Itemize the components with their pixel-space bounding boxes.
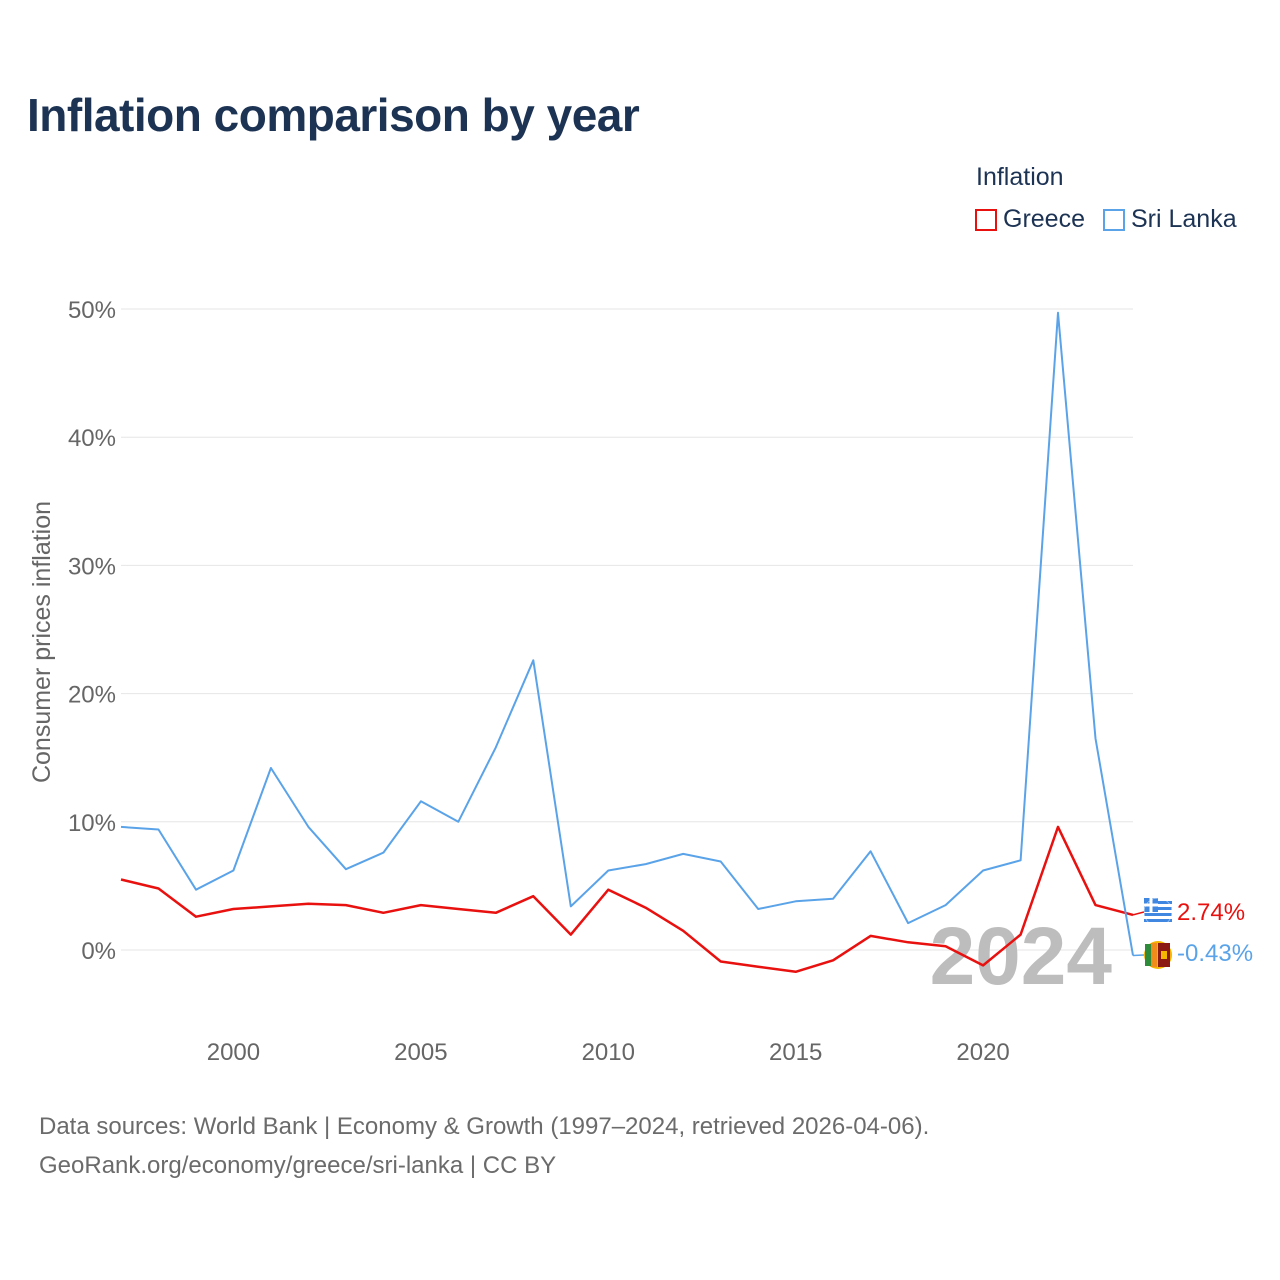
x-axis-ticks: 2000 2005 2010 2015 2020	[207, 1039, 1010, 1066]
y-tick-label: 50%	[68, 297, 116, 324]
end-leader-greece	[1132, 911, 1145, 916]
y-tick-label: 0%	[81, 938, 116, 965]
data-point-greece[interactable]	[940, 940, 952, 952]
data-point-greece[interactable]	[152, 882, 164, 894]
data-point-sri-lanka[interactable]	[415, 795, 427, 807]
legend: Greece Sri Lanka	[975, 205, 1237, 234]
series-line-greece[interactable]	[120, 825, 1134, 974]
data-point-sri-lanka[interactable]	[190, 884, 202, 896]
legend-swatch-sri-lanka	[1102, 208, 1125, 231]
data-point-greece[interactable]	[977, 959, 989, 971]
data-point-greece[interactable]	[452, 903, 464, 915]
data-point-sri-lanka[interactable]	[302, 821, 314, 833]
data-point-greece[interactable]	[827, 954, 839, 966]
end-leader-sri-lanka	[1132, 954, 1145, 957]
data-point-sri-lanka[interactable]	[977, 865, 989, 877]
data-point-sri-lanka[interactable]	[452, 816, 464, 828]
line-chart: 0% 10% 20% 30% 40% 50% 2000 2005 2010 2015 2020 C…	[28, 297, 1253, 1066]
data-point-greece[interactable]	[377, 907, 389, 919]
data-point-greece[interactable]	[227, 903, 239, 915]
data-point-greece[interactable]	[865, 930, 877, 942]
data-point-greece[interactable]	[415, 899, 427, 911]
series-end-markers: 2.74% -0.43%	[1132, 897, 1253, 969]
data-point-greece[interactable]	[640, 902, 652, 914]
end-value-label-greece: 2.74%	[1177, 899, 1245, 926]
data-point-sri-lanka[interactable]	[865, 845, 877, 857]
chart-title: Inflation comparison by year	[27, 89, 640, 141]
legend-swatch-greece	[975, 208, 997, 231]
data-point-sri-lanka[interactable]	[152, 823, 164, 835]
y-tick-label: 10%	[68, 810, 116, 837]
legend-item-sri-lanka[interactable]: Sri Lanka	[1102, 205, 1237, 234]
data-point-greece[interactable]	[565, 929, 577, 941]
data-point-sri-lanka[interactable]	[1015, 854, 1027, 866]
data-point-sri-lanka[interactable]	[677, 848, 689, 860]
data-point-sri-lanka[interactable]	[752, 903, 764, 915]
data-point-greece[interactable]	[527, 890, 539, 902]
series-lines	[115, 307, 1134, 978]
data-point-greece[interactable]	[752, 961, 764, 973]
data-point-greece[interactable]	[1015, 929, 1027, 941]
data-point-greece[interactable]	[1052, 821, 1064, 833]
series-line-sri-lanka[interactable]	[120, 311, 1134, 956]
x-tick-label: 2010	[582, 1039, 635, 1066]
gridlines	[121, 308, 1133, 951]
data-point-sri-lanka[interactable]	[940, 899, 952, 911]
sri-lanka-flag-icon	[1144, 941, 1172, 969]
data-point-sri-lanka[interactable]	[115, 821, 127, 833]
data-point-greece[interactable]	[340, 899, 352, 911]
data-point-greece[interactable]	[1090, 899, 1102, 911]
greece-flag-icon	[1143, 897, 1173, 927]
legend-item-greece[interactable]: Greece	[975, 205, 1085, 234]
x-tick-label: 2005	[394, 1039, 447, 1066]
legend-label-sri-lanka: Sri Lanka	[1130, 205, 1237, 233]
data-point-sri-lanka[interactable]	[265, 762, 277, 774]
data-point-sri-lanka[interactable]	[527, 654, 539, 666]
y-tick-label: 40%	[68, 425, 116, 452]
data-point-greece[interactable]	[677, 925, 689, 937]
data-point-sri-lanka[interactable]	[1090, 732, 1102, 744]
data-point-sri-lanka[interactable]	[902, 917, 914, 929]
data-point-greece[interactable]	[265, 900, 277, 912]
data-point-sri-lanka[interactable]	[1052, 307, 1064, 319]
end-value-label-sri-lanka: -0.43%	[1177, 940, 1253, 967]
data-point-sri-lanka[interactable]	[790, 895, 802, 907]
data-point-sri-lanka[interactable]	[377, 847, 389, 859]
x-tick-label: 2015	[769, 1039, 822, 1066]
data-point-sri-lanka[interactable]	[565, 900, 577, 912]
data-point-sri-lanka[interactable]	[227, 865, 239, 877]
footer-sources: Data sources: World Bank | Economy & Gro…	[39, 1113, 930, 1140]
y-axis-ticks: 0% 10% 20% 30% 40% 50%	[68, 297, 116, 965]
data-point-sri-lanka[interactable]	[340, 863, 352, 875]
data-point-greece[interactable]	[790, 966, 802, 978]
data-point-greece[interactable]	[115, 873, 127, 885]
data-point-greece[interactable]	[902, 936, 914, 948]
footer: Data sources: World Bank | Economy & Gro…	[39, 1107, 929, 1185]
data-point-greece[interactable]	[302, 898, 314, 910]
data-point-sri-lanka[interactable]	[490, 741, 502, 753]
y-tick-label: 30%	[68, 553, 116, 580]
y-axis-label: Consumer prices inflation	[28, 501, 56, 783]
data-point-greece[interactable]	[602, 884, 614, 896]
data-point-sri-lanka[interactable]	[827, 893, 839, 905]
year-watermark: 2024	[930, 911, 1113, 1002]
data-point-sri-lanka[interactable]	[715, 856, 727, 868]
x-tick-label: 2020	[956, 1039, 1009, 1066]
legend-title: Inflation	[976, 163, 1064, 191]
footer-attribution[interactable]: GeoRank.org/economy/greece/sri-lanka | C…	[39, 1152, 557, 1179]
data-point-greece[interactable]	[715, 956, 727, 968]
data-point-greece[interactable]	[490, 907, 502, 919]
data-point-sri-lanka[interactable]	[640, 858, 652, 870]
legend-label-greece: Greece	[1003, 205, 1085, 233]
data-point-greece[interactable]	[190, 911, 202, 923]
y-tick-label: 20%	[68, 682, 116, 709]
x-tick-label: 2000	[207, 1039, 260, 1066]
data-point-sri-lanka[interactable]	[602, 865, 614, 877]
